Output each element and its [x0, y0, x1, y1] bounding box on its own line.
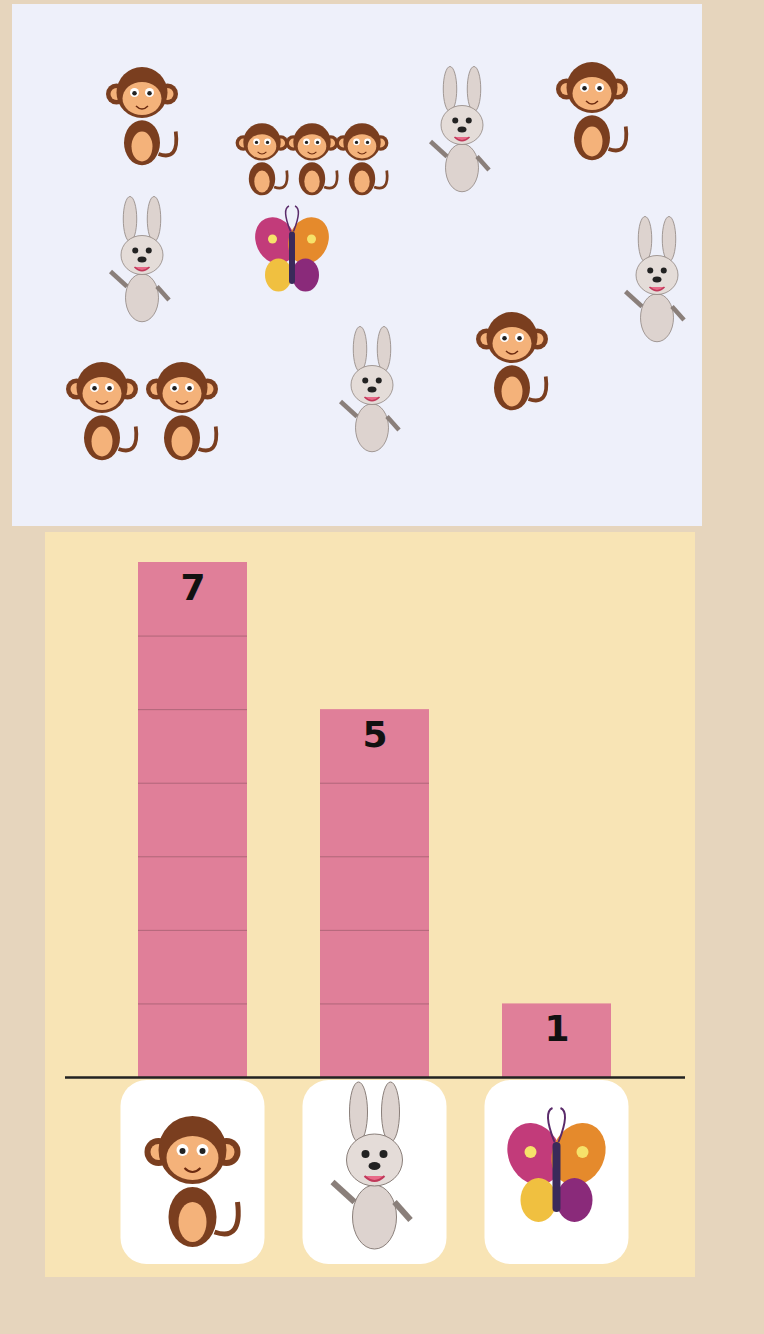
svg-text:5: 5 — [362, 714, 387, 755]
svg-text:7: 7 — [180, 567, 205, 608]
svg-text:1: 1 — [544, 1008, 569, 1049]
